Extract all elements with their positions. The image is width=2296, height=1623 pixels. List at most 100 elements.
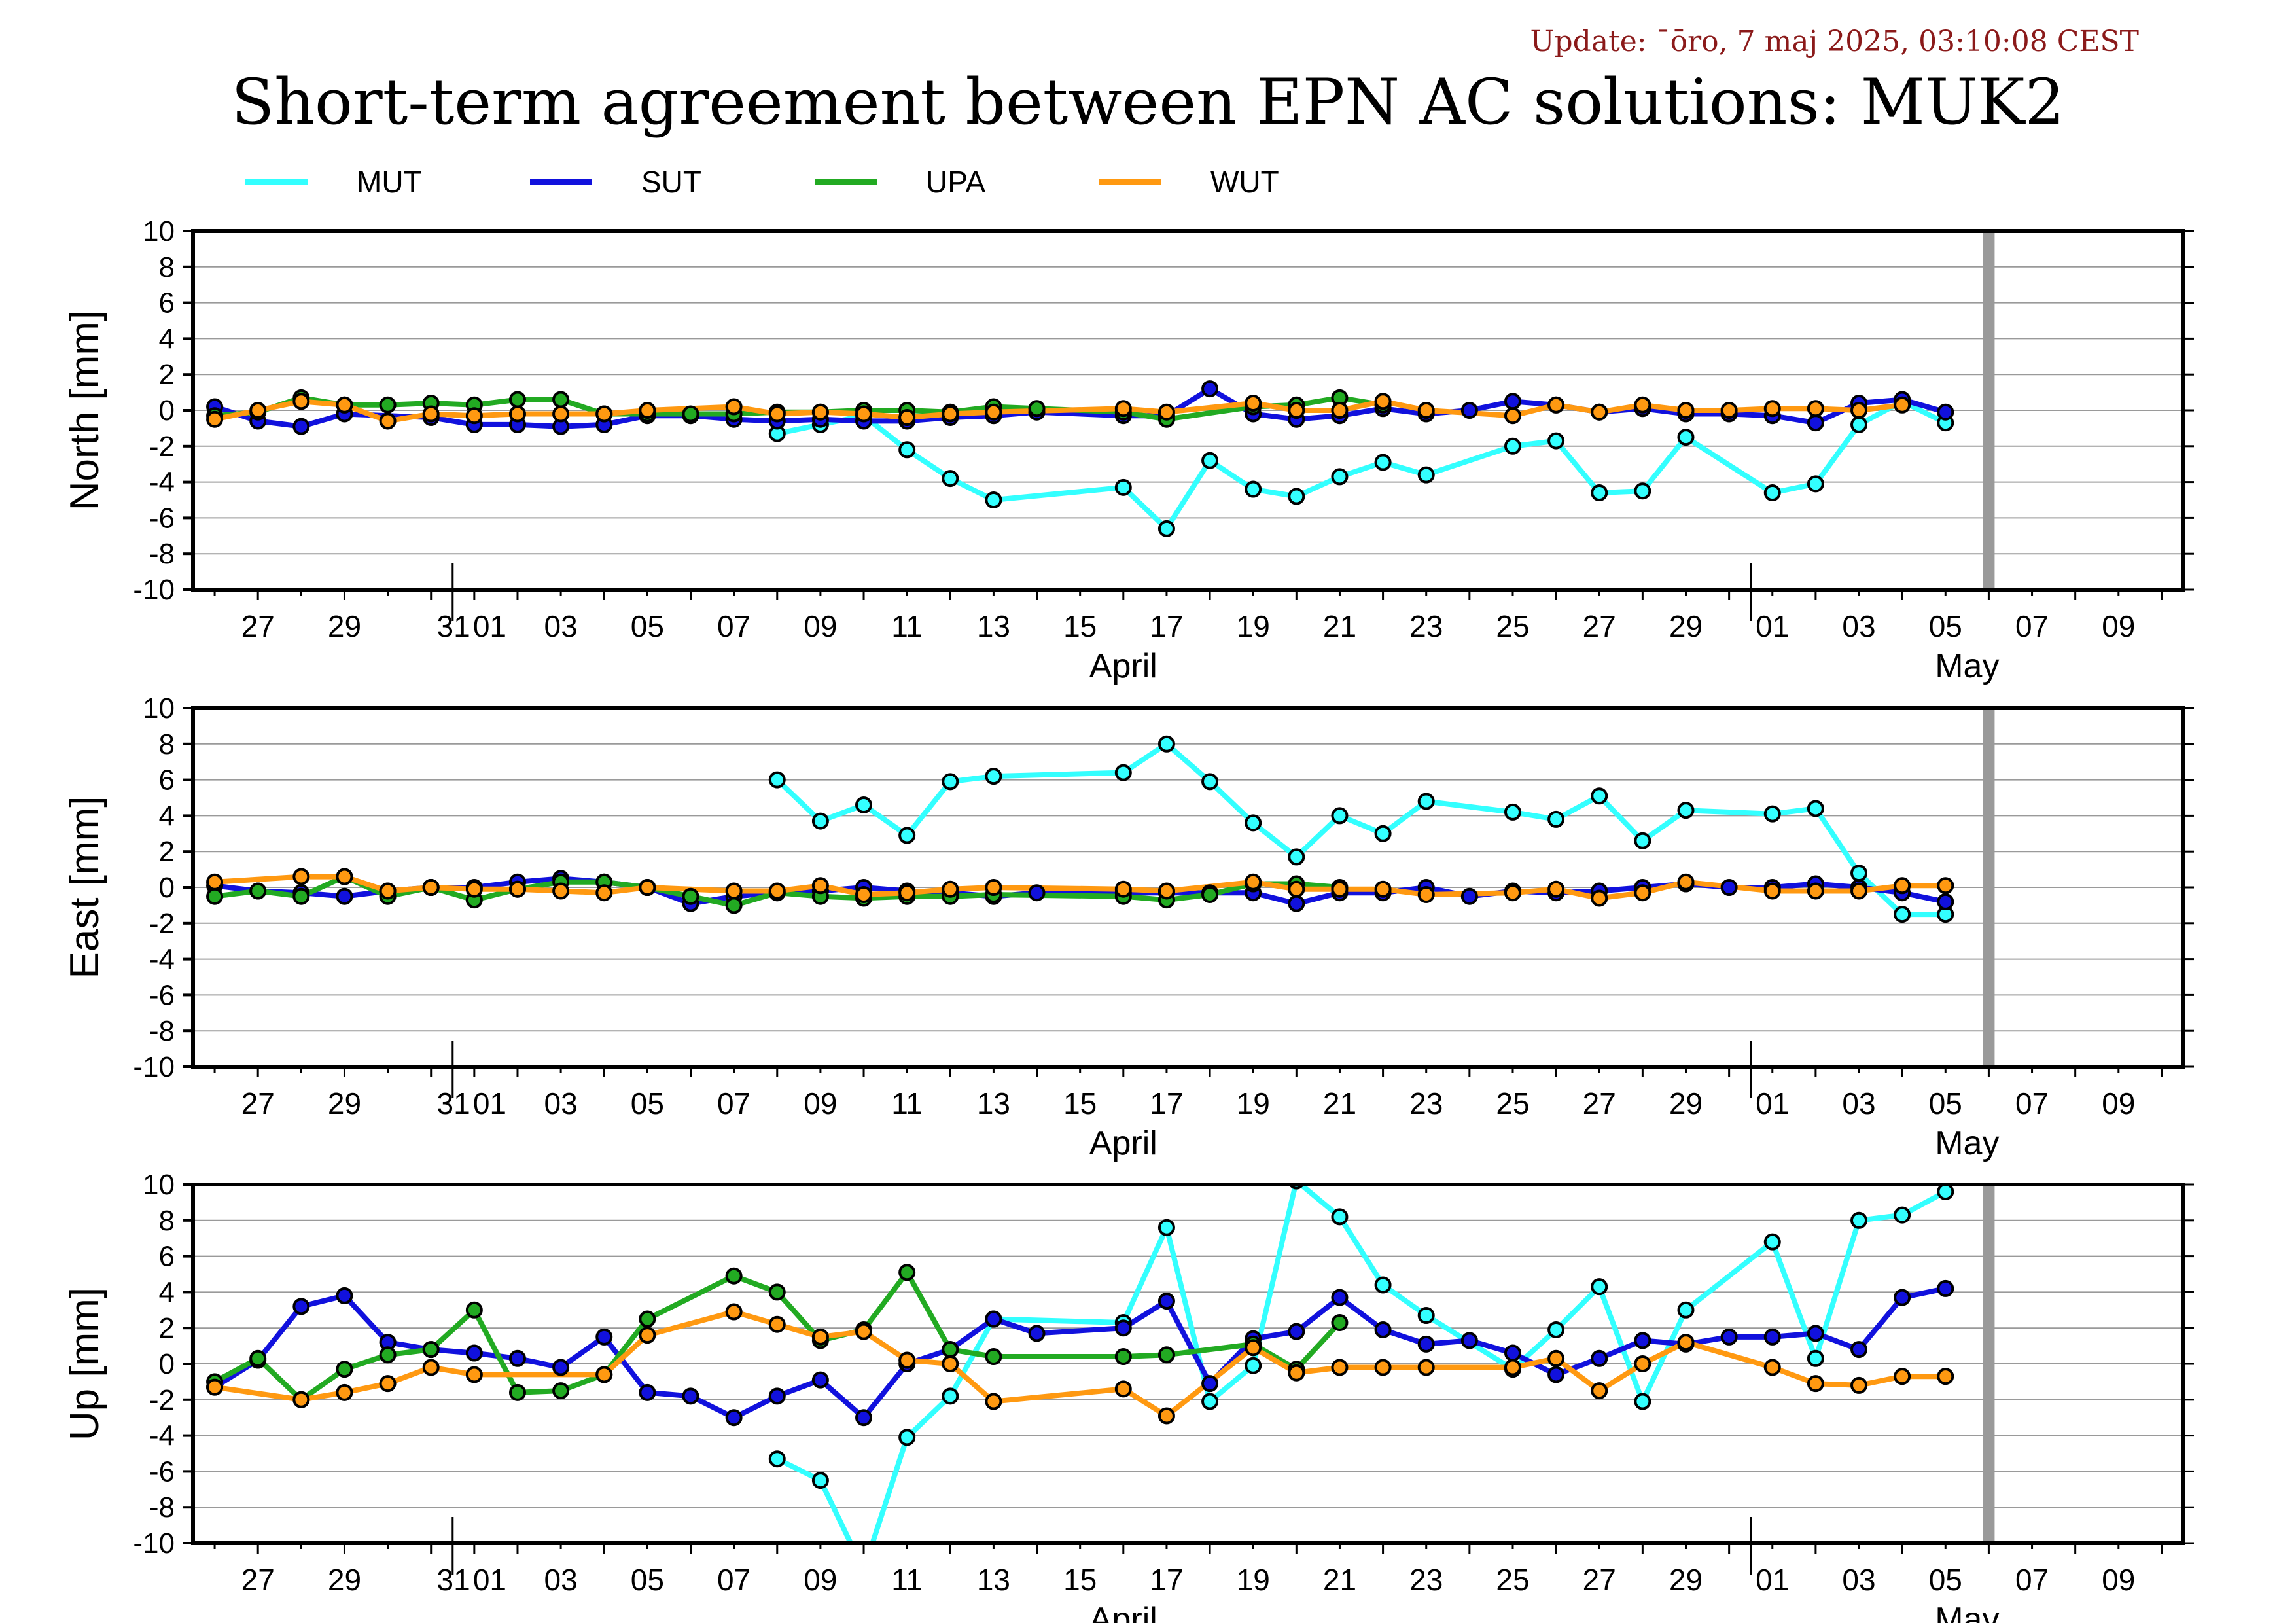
data-point [1720, 402, 1738, 419]
data-point [1157, 1219, 1175, 1236]
data-point [1157, 1293, 1175, 1310]
data-point [857, 1563, 871, 1577]
markers-mut [768, 1185, 1954, 1577]
x-tick-label: 29 [1669, 1563, 1703, 1597]
data-point [465, 1344, 483, 1362]
x-tick-label: 09 [2102, 609, 2135, 643]
data-point [1937, 893, 1954, 910]
data-point [1634, 482, 1651, 500]
data-point [768, 1450, 786, 1468]
data-point [1245, 1357, 1262, 1374]
x-tick-label: 01 [1756, 1563, 1789, 1597]
data-point [898, 441, 916, 459]
data-point [1634, 832, 1651, 849]
data-point [465, 1366, 483, 1383]
legend-label: UPA [926, 165, 985, 199]
data-point [768, 405, 786, 423]
data-point [1331, 880, 1349, 898]
x-tick-label: 05 [631, 609, 664, 643]
data-point [508, 1349, 526, 1367]
data-point [336, 1361, 353, 1378]
data-point [1201, 773, 1219, 791]
data-point [1460, 887, 1478, 905]
data-point [1850, 402, 1868, 419]
y-tick-label: 6 [159, 287, 175, 319]
x-tick-label: 17 [1150, 609, 1183, 643]
data-point [1894, 877, 1911, 895]
y-tick-label: 6 [159, 764, 175, 796]
legend-item-wut: WUT [1099, 165, 1279, 199]
data-point [1547, 810, 1565, 828]
data-point [1374, 393, 1392, 410]
data-point [465, 407, 483, 425]
data-point [595, 405, 613, 423]
data-point [1763, 1359, 1781, 1376]
x-tick-label: 03 [1842, 609, 1875, 643]
x-tick-label: 03 [1842, 1563, 1875, 1597]
data-point [898, 884, 916, 902]
data-point [1504, 884, 1521, 902]
plot-area [206, 1185, 1954, 1577]
y-axis-label: North [mm] [62, 310, 107, 511]
x-tick-label: 01 [1756, 1086, 1789, 1120]
x-tick-label: 21 [1323, 609, 1356, 643]
legend-item-mut: MUT [245, 165, 422, 199]
x-tick-label: 13 [977, 1563, 1010, 1597]
data-point [1547, 880, 1565, 898]
x-tick-label: 05 [631, 1563, 664, 1597]
data-point [639, 879, 656, 896]
data-point [1634, 1355, 1651, 1372]
data-point [1245, 814, 1262, 832]
markers-wut [206, 868, 1954, 907]
y-tick-label: 0 [159, 1348, 175, 1380]
data-point [422, 1359, 440, 1376]
month-label: May [1935, 1601, 1999, 1623]
data-point [1937, 1368, 1954, 1385]
data-point [1114, 1319, 1132, 1337]
data-point [725, 1267, 743, 1285]
data-point [1374, 454, 1392, 471]
x-tick-label: 23 [1409, 1086, 1443, 1120]
data-point [1331, 402, 1349, 419]
data-point [1720, 1328, 1738, 1346]
data-point [1591, 889, 1608, 907]
x-tick-label: 05 [1929, 609, 1962, 643]
data-point [249, 1349, 267, 1367]
x-tick-label: 07 [2015, 609, 2049, 643]
data-point [1937, 1185, 1954, 1200]
y-tick-label: -2 [149, 1384, 175, 1416]
data-point [1288, 848, 1305, 866]
x-tick-label: 03 [544, 1086, 578, 1120]
data-point [1201, 452, 1219, 469]
data-point [855, 796, 873, 813]
y-tick-label: 8 [159, 251, 175, 283]
y-tick-label: 2 [159, 359, 175, 391]
data-point [1245, 480, 1262, 498]
y-tick-label: 4 [159, 1276, 175, 1308]
x-tick-label: 19 [1237, 1563, 1270, 1597]
data-point [942, 773, 959, 791]
data-point [1894, 396, 1911, 414]
data-point [336, 868, 353, 885]
data-point [855, 885, 873, 903]
x-tick-label: 01 [473, 609, 506, 643]
data-point [1331, 468, 1349, 486]
today-marker [1983, 708, 1995, 1067]
month-label: May [1935, 647, 1999, 685]
data-point [942, 405, 959, 423]
data-point [1374, 825, 1392, 842]
data-point [508, 391, 526, 408]
markers-mut [768, 393, 1954, 537]
x-tick-label: 01 [473, 1563, 506, 1597]
y-tick-label: -6 [149, 1455, 175, 1488]
y-tick-label: -10 [133, 1051, 175, 1083]
today-marker [1983, 1185, 1995, 1543]
data-point [639, 402, 656, 419]
data-point [1634, 1393, 1651, 1410]
data-point [1114, 478, 1132, 496]
data-point [1157, 882, 1175, 900]
data-point [811, 403, 829, 421]
data-point [508, 405, 526, 423]
x-tick-label: 19 [1237, 1086, 1270, 1120]
